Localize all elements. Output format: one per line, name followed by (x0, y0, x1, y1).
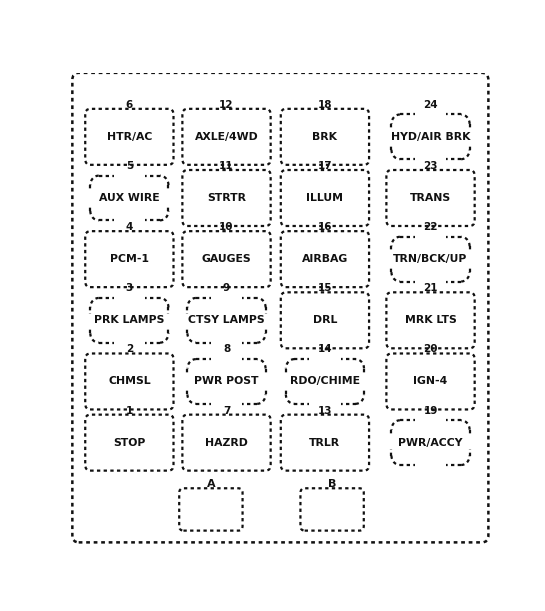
Text: HTR/AC: HTR/AC (107, 132, 152, 142)
Text: 12: 12 (219, 100, 234, 110)
Text: A: A (207, 479, 215, 489)
Text: 10: 10 (219, 222, 234, 232)
Text: 15: 15 (318, 284, 332, 293)
Text: B: B (328, 479, 336, 489)
FancyBboxPatch shape (281, 292, 369, 348)
Text: 24: 24 (423, 100, 438, 110)
Text: PRK LAMPS: PRK LAMPS (94, 315, 165, 325)
Text: 18: 18 (318, 100, 332, 110)
Text: 22: 22 (423, 222, 438, 232)
Text: TRANS: TRANS (410, 193, 451, 203)
Text: STRTR: STRTR (207, 193, 246, 203)
FancyBboxPatch shape (300, 488, 364, 530)
FancyBboxPatch shape (85, 415, 173, 470)
FancyBboxPatch shape (386, 292, 475, 348)
FancyBboxPatch shape (85, 109, 173, 165)
Text: PWR/ACCY: PWR/ACCY (398, 437, 463, 448)
Text: CTSY LAMPS: CTSY LAMPS (188, 315, 265, 325)
Text: 14: 14 (318, 345, 332, 354)
Text: 2: 2 (126, 345, 133, 354)
Text: 5: 5 (126, 161, 133, 171)
FancyBboxPatch shape (281, 415, 369, 470)
FancyBboxPatch shape (85, 354, 173, 409)
Text: TRLR: TRLR (310, 437, 341, 448)
FancyBboxPatch shape (183, 415, 271, 470)
Text: 19: 19 (423, 406, 438, 415)
Text: HYD/AIR BRK: HYD/AIR BRK (391, 132, 470, 142)
Text: TRN/BCK/UP: TRN/BCK/UP (393, 254, 468, 264)
FancyBboxPatch shape (179, 488, 243, 530)
Text: 20: 20 (423, 345, 438, 354)
FancyBboxPatch shape (72, 73, 488, 543)
FancyBboxPatch shape (85, 231, 173, 287)
Text: PWR POST: PWR POST (194, 376, 259, 387)
Text: AXLE/4WD: AXLE/4WD (195, 132, 258, 142)
FancyBboxPatch shape (281, 109, 369, 165)
FancyBboxPatch shape (183, 231, 271, 287)
Text: STOP: STOP (113, 437, 146, 448)
Text: 13: 13 (318, 406, 332, 415)
Text: PCM-1: PCM-1 (110, 254, 149, 264)
Text: 23: 23 (423, 161, 438, 171)
Text: 4: 4 (126, 222, 133, 232)
Text: RDO/CHIME: RDO/CHIME (290, 376, 360, 387)
Text: 1: 1 (126, 406, 133, 415)
FancyBboxPatch shape (183, 170, 271, 226)
FancyBboxPatch shape (183, 109, 271, 165)
FancyBboxPatch shape (386, 170, 475, 226)
Text: BRK: BRK (312, 132, 337, 142)
Text: 7: 7 (223, 406, 230, 415)
Text: 9: 9 (223, 284, 230, 293)
FancyBboxPatch shape (281, 170, 369, 226)
Text: AUX WIRE: AUX WIRE (99, 193, 160, 203)
Text: 17: 17 (318, 161, 332, 171)
Text: IGN-4: IGN-4 (414, 376, 447, 387)
Text: 11: 11 (219, 161, 234, 171)
Text: 16: 16 (318, 222, 332, 232)
Text: 3: 3 (126, 284, 133, 293)
FancyBboxPatch shape (281, 231, 369, 287)
Text: HAZRD: HAZRD (205, 437, 248, 448)
Text: 6: 6 (126, 100, 133, 110)
Text: 8: 8 (223, 345, 230, 354)
FancyBboxPatch shape (386, 354, 475, 409)
Text: CHMSL: CHMSL (108, 376, 150, 387)
Text: ILLUM: ILLUM (306, 193, 343, 203)
Text: GAUGES: GAUGES (202, 254, 251, 264)
Text: MRK LTS: MRK LTS (404, 315, 456, 325)
Text: AIRBAG: AIRBAG (302, 254, 348, 264)
Text: DRL: DRL (313, 315, 337, 325)
Text: 21: 21 (423, 284, 438, 293)
